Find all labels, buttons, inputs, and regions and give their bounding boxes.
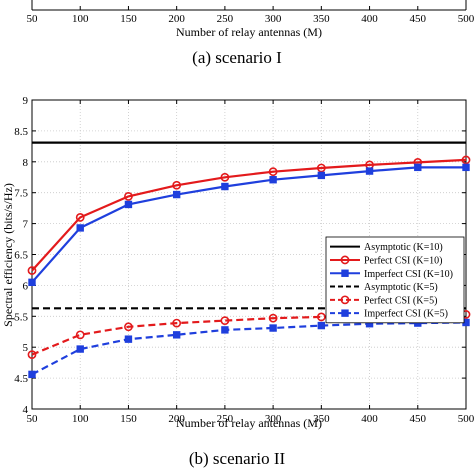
data-point [220,316,230,326]
top-x-tick-label: 250 [217,13,234,25]
legend-label: Perfect CSI (K=5) [364,295,437,306]
legend-entry: Imperfect CSI (K=5) [330,309,448,320]
data-point [220,172,230,182]
data-point [124,322,133,332]
data-point [269,176,277,184]
y-tick-label: 4 [23,404,29,416]
data-point [75,330,85,340]
series-5 [28,318,470,379]
bottom-panel: 4 4.5 5 5.5 6 6.5 7 7.5 8 8.5 9 50 100 150 200 250 300 3… [1,95,474,468]
legend-entry: Imperfect CSI (K=10) [330,269,453,280]
x-tick-label: 200 [168,413,185,425]
data-point [317,321,326,330]
data-point [221,182,229,191]
bottom-caption: (b) scenario II [189,449,286,468]
top-x-tick-label: 200 [168,13,185,25]
legend-label: Perfect CSI (K=10) [364,255,442,266]
legend-entry: Asymptotic (K=5) [330,282,438,293]
data-point [75,213,85,222]
data-point [172,190,181,199]
legend-label: Asymptotic (K=10) [364,242,443,253]
y-tick-label: 9 [23,95,29,107]
legend-marker [341,309,349,317]
data-point [124,192,133,201]
data-point [269,324,277,332]
y-tick-label: 5 [23,342,29,354]
x-axis-label: Number of relay antennas (M) [176,416,322,430]
y-axis-label: Spectral efficiency (bits/s/Hz) [1,183,15,327]
x-tick-label: 300 [265,413,282,425]
x-tick-label: 450 [410,413,427,425]
data-point [414,163,422,172]
top-x-tick-label: 350 [313,13,330,25]
x-tick-label: 250 [217,413,234,425]
data-point [172,180,182,190]
top-x-ticks: 50 100 150 200 250 300 350 400 450 500 [27,6,474,25]
legend-label: Asymptotic (K=5) [364,282,438,293]
legend-marker [340,295,350,305]
data-point [317,171,326,180]
data-point [28,370,36,379]
legend-label: Imperfect CSI (K=10) [364,269,453,280]
data-point [268,313,278,323]
data-point [221,326,229,334]
y-tick-label: 8 [23,157,29,169]
x-tick-label: 400 [361,413,378,425]
data-point [27,350,37,360]
legend: Asymptotic (K=10) Perfect CSI (K=10) Imper… [325,236,465,324]
data-point [268,167,278,177]
y-tick-label: 6 [23,280,29,292]
top-x-tick-label: 50 [27,13,39,25]
legend-marker [341,269,349,277]
y-tick-label: 7 [23,219,29,231]
series-line [31,166,466,284]
x-ticks: 50 100 150 200 250 300 350 400 450 500 [27,100,474,425]
data-point [461,155,471,165]
legend-entry: Asymptotic (K=10) [330,242,443,253]
data-point [316,163,326,173]
x-tick-label: 350 [313,413,330,425]
y-tick-label: 8.5 [14,126,28,138]
top-x-tick-label: 300 [265,13,282,25]
y-tick-label: 4.5 [14,373,28,385]
x-tick-label: 50 [27,413,39,425]
data-point [124,200,133,209]
data-point [124,335,133,343]
data-point [462,163,470,172]
series-line [31,321,467,376]
top-x-tick-label: 500 [458,13,474,25]
legend-box [325,236,465,324]
top-x-tick-label: 450 [410,13,427,25]
data-point [76,345,84,353]
series-2 [28,163,470,287]
top-x-tick-label: 100 [72,13,89,25]
data-point [28,278,36,287]
data-point [365,167,374,175]
data-point [76,224,84,232]
x-tick-label: 150 [120,413,137,425]
x-tick-label: 100 [72,413,89,425]
top-caption: (a) scenario I [192,48,282,67]
top-x-axis-label: Number of relay antennas (M) [176,25,322,39]
legend-marker [340,255,350,265]
series-1 [27,155,471,275]
legend-entry: Perfect CSI (K=10) [330,255,442,266]
top-x-tick-label: 150 [120,13,137,25]
data-point [27,266,37,275]
legend-entry: Perfect CSI (K=5) [330,295,437,306]
top-panel: 50 100 150 200 250 300 350 400 450 500 Number of … [27,0,474,67]
y-tick-label: 6.5 [14,250,28,262]
y-tick-label: 5.5 [14,311,28,323]
y-tick-label: 7.5 [14,188,28,200]
data-point [172,318,182,328]
x-tick-label: 500 [458,413,474,425]
legend-label: Imperfect CSI (K=5) [364,309,448,320]
top-x-tick-label: 400 [361,13,378,25]
data-point [316,312,326,322]
data-point [172,331,181,339]
series-line [31,158,467,272]
